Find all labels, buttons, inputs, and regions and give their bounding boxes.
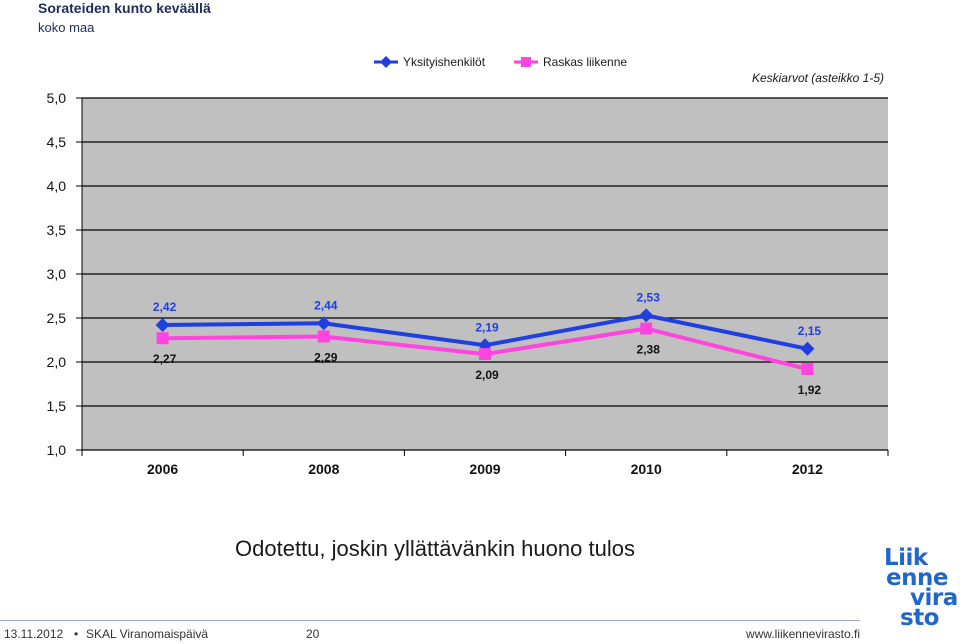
line-chart: 1,0 1,5 2,0 2,5 3,0 3,5 4,0 4,5 5,0 2006 2008 2009 2… bbox=[47, 55, 889, 477]
x-tick-label: 2008 bbox=[308, 461, 339, 477]
slide-caption: Odotettu, joskin yllättävänkin huono tul… bbox=[235, 536, 635, 561]
logo-line-1: Liik bbox=[884, 545, 928, 571]
data-point bbox=[155, 318, 170, 333]
data-label: 2,29 bbox=[314, 350, 338, 364]
data-point bbox=[800, 341, 815, 356]
axes: 1,0 1,5 2,0 2,5 3,0 3,5 4,0 4,5 5,0 2006 2008 2009 2… bbox=[47, 90, 889, 477]
data-label: 2,53 bbox=[637, 290, 661, 304]
logo-line-4: sto bbox=[900, 605, 940, 631]
grid-lines bbox=[82, 97, 888, 451]
data-point bbox=[639, 308, 654, 323]
data-label: 2,09 bbox=[475, 368, 499, 382]
data-point bbox=[479, 348, 491, 361]
chart-title: Sorateiden kunto keväällä bbox=[38, 0, 211, 16]
data-label: 2,44 bbox=[314, 298, 338, 312]
data-label: 1,92 bbox=[798, 383, 822, 397]
data-point bbox=[316, 316, 331, 331]
footer-url[interactable]: www.liikennevirasto.fi bbox=[745, 627, 860, 641]
legend: Yksityishenkilöt Raskas liikenne bbox=[374, 55, 627, 69]
x-tick-label: 2009 bbox=[469, 461, 500, 477]
footer-date: 13.11.2012 bbox=[4, 627, 64, 641]
data-label: 2,19 bbox=[475, 320, 499, 334]
data-label: 2,15 bbox=[798, 324, 822, 338]
y-tick-label: 2,5 bbox=[47, 310, 67, 326]
data-point bbox=[640, 322, 653, 335]
y-tick-label: 4,0 bbox=[47, 178, 67, 194]
data-point bbox=[317, 330, 330, 343]
data-label: 2,38 bbox=[637, 343, 661, 357]
data-label: 2,42 bbox=[153, 300, 177, 314]
x-tick-label: 2010 bbox=[631, 461, 662, 477]
liikennevirasto-logo: Liik enne vira sto bbox=[884, 545, 958, 631]
legend-marker-raskas-liikenne bbox=[521, 57, 531, 67]
x-tick-label: 2006 bbox=[147, 461, 178, 477]
logo-line-3: vira bbox=[910, 585, 958, 611]
chart-subtitle: koko maa bbox=[38, 20, 95, 35]
page-number: 20 bbox=[306, 627, 320, 641]
legend-marker-yksityishenkilot bbox=[380, 56, 392, 68]
legend-label-yksityishenkilot: Yksityishenkilöt bbox=[403, 55, 486, 69]
chart-note: Keskiarvot (asteikko 1-5) bbox=[752, 71, 884, 85]
data-point bbox=[801, 363, 814, 376]
series bbox=[155, 308, 815, 376]
y-tick-label: 1,0 bbox=[47, 442, 67, 458]
footer-separator: • bbox=[74, 627, 79, 641]
y-tick-label: 3,5 bbox=[47, 222, 67, 238]
data-labels: 2,42 2,44 2,19 2,53 2,15 2,27 2,29 2,09 2,38 1,92 bbox=[153, 290, 821, 397]
x-tick-label: 2012 bbox=[792, 461, 823, 477]
y-tick-label: 4,5 bbox=[47, 134, 67, 150]
y-tick-label: 5,0 bbox=[47, 90, 67, 106]
y-tick-label: 3,0 bbox=[47, 266, 67, 282]
logo-line-2: enne bbox=[886, 565, 948, 591]
y-tick-label: 2,0 bbox=[47, 354, 67, 370]
legend-label-raskas-liikenne: Raskas liikenne bbox=[543, 55, 627, 69]
y-tick-label: 1,5 bbox=[47, 398, 67, 414]
footer-event: SKAL Viranomaispäivä bbox=[86, 627, 209, 641]
footer-divider bbox=[0, 620, 860, 621]
data-label: 2,27 bbox=[153, 352, 177, 366]
data-point bbox=[156, 332, 169, 345]
